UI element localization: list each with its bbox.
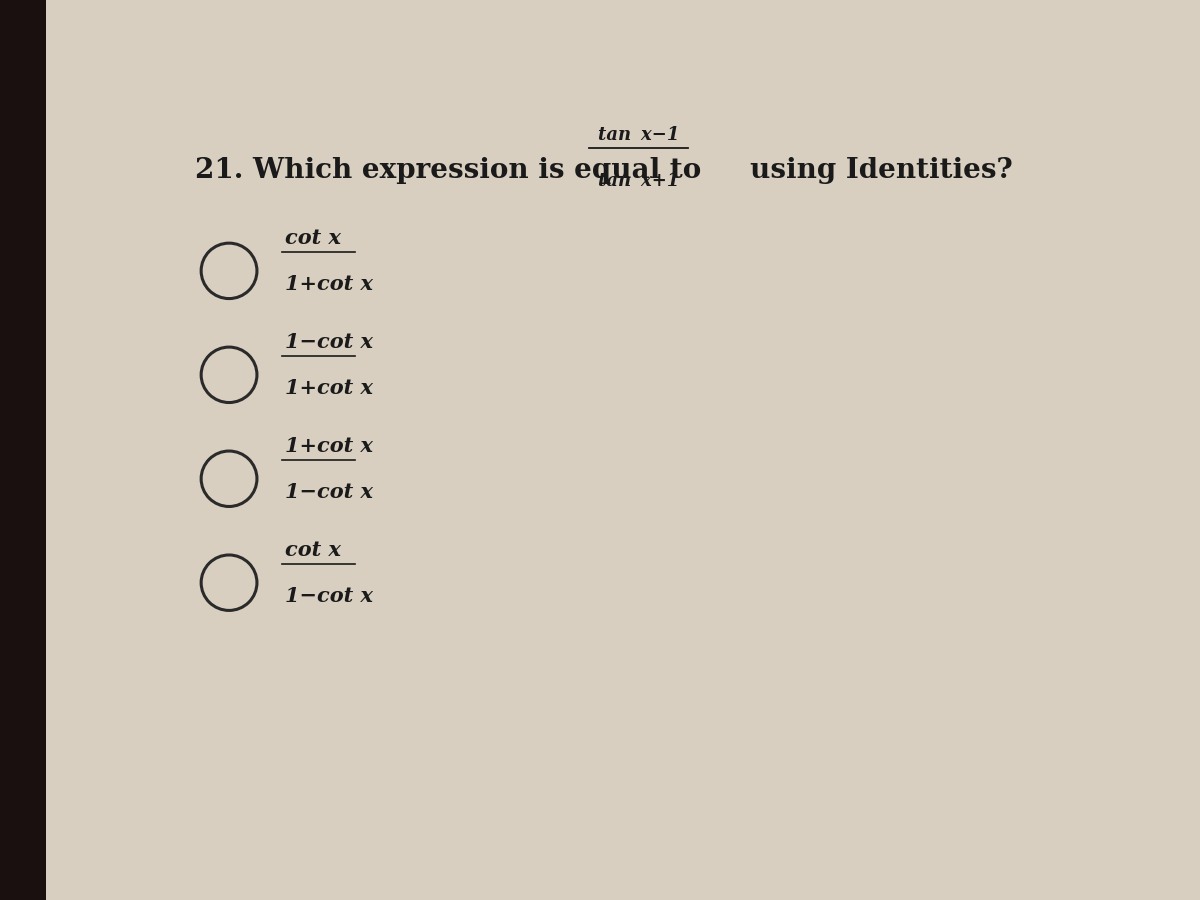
Text: tan  x−1: tan x−1 (598, 126, 679, 144)
Text: 1−cot x: 1−cot x (284, 482, 373, 502)
Text: 1+cot x: 1+cot x (284, 378, 373, 399)
Text: cot x: cot x (284, 228, 341, 248)
Text: 21. Which expression is equal to: 21. Which expression is equal to (194, 157, 701, 184)
Text: cot x: cot x (284, 540, 341, 560)
Text: 1+cot x: 1+cot x (284, 436, 373, 456)
Text: 1+cot x: 1+cot x (284, 274, 373, 294)
Text: using Identities?: using Identities? (750, 157, 1013, 184)
Text: tan  x+1: tan x+1 (598, 172, 679, 190)
Text: 1−cot x: 1−cot x (284, 332, 373, 352)
Text: 1−cot x: 1−cot x (284, 586, 373, 607)
